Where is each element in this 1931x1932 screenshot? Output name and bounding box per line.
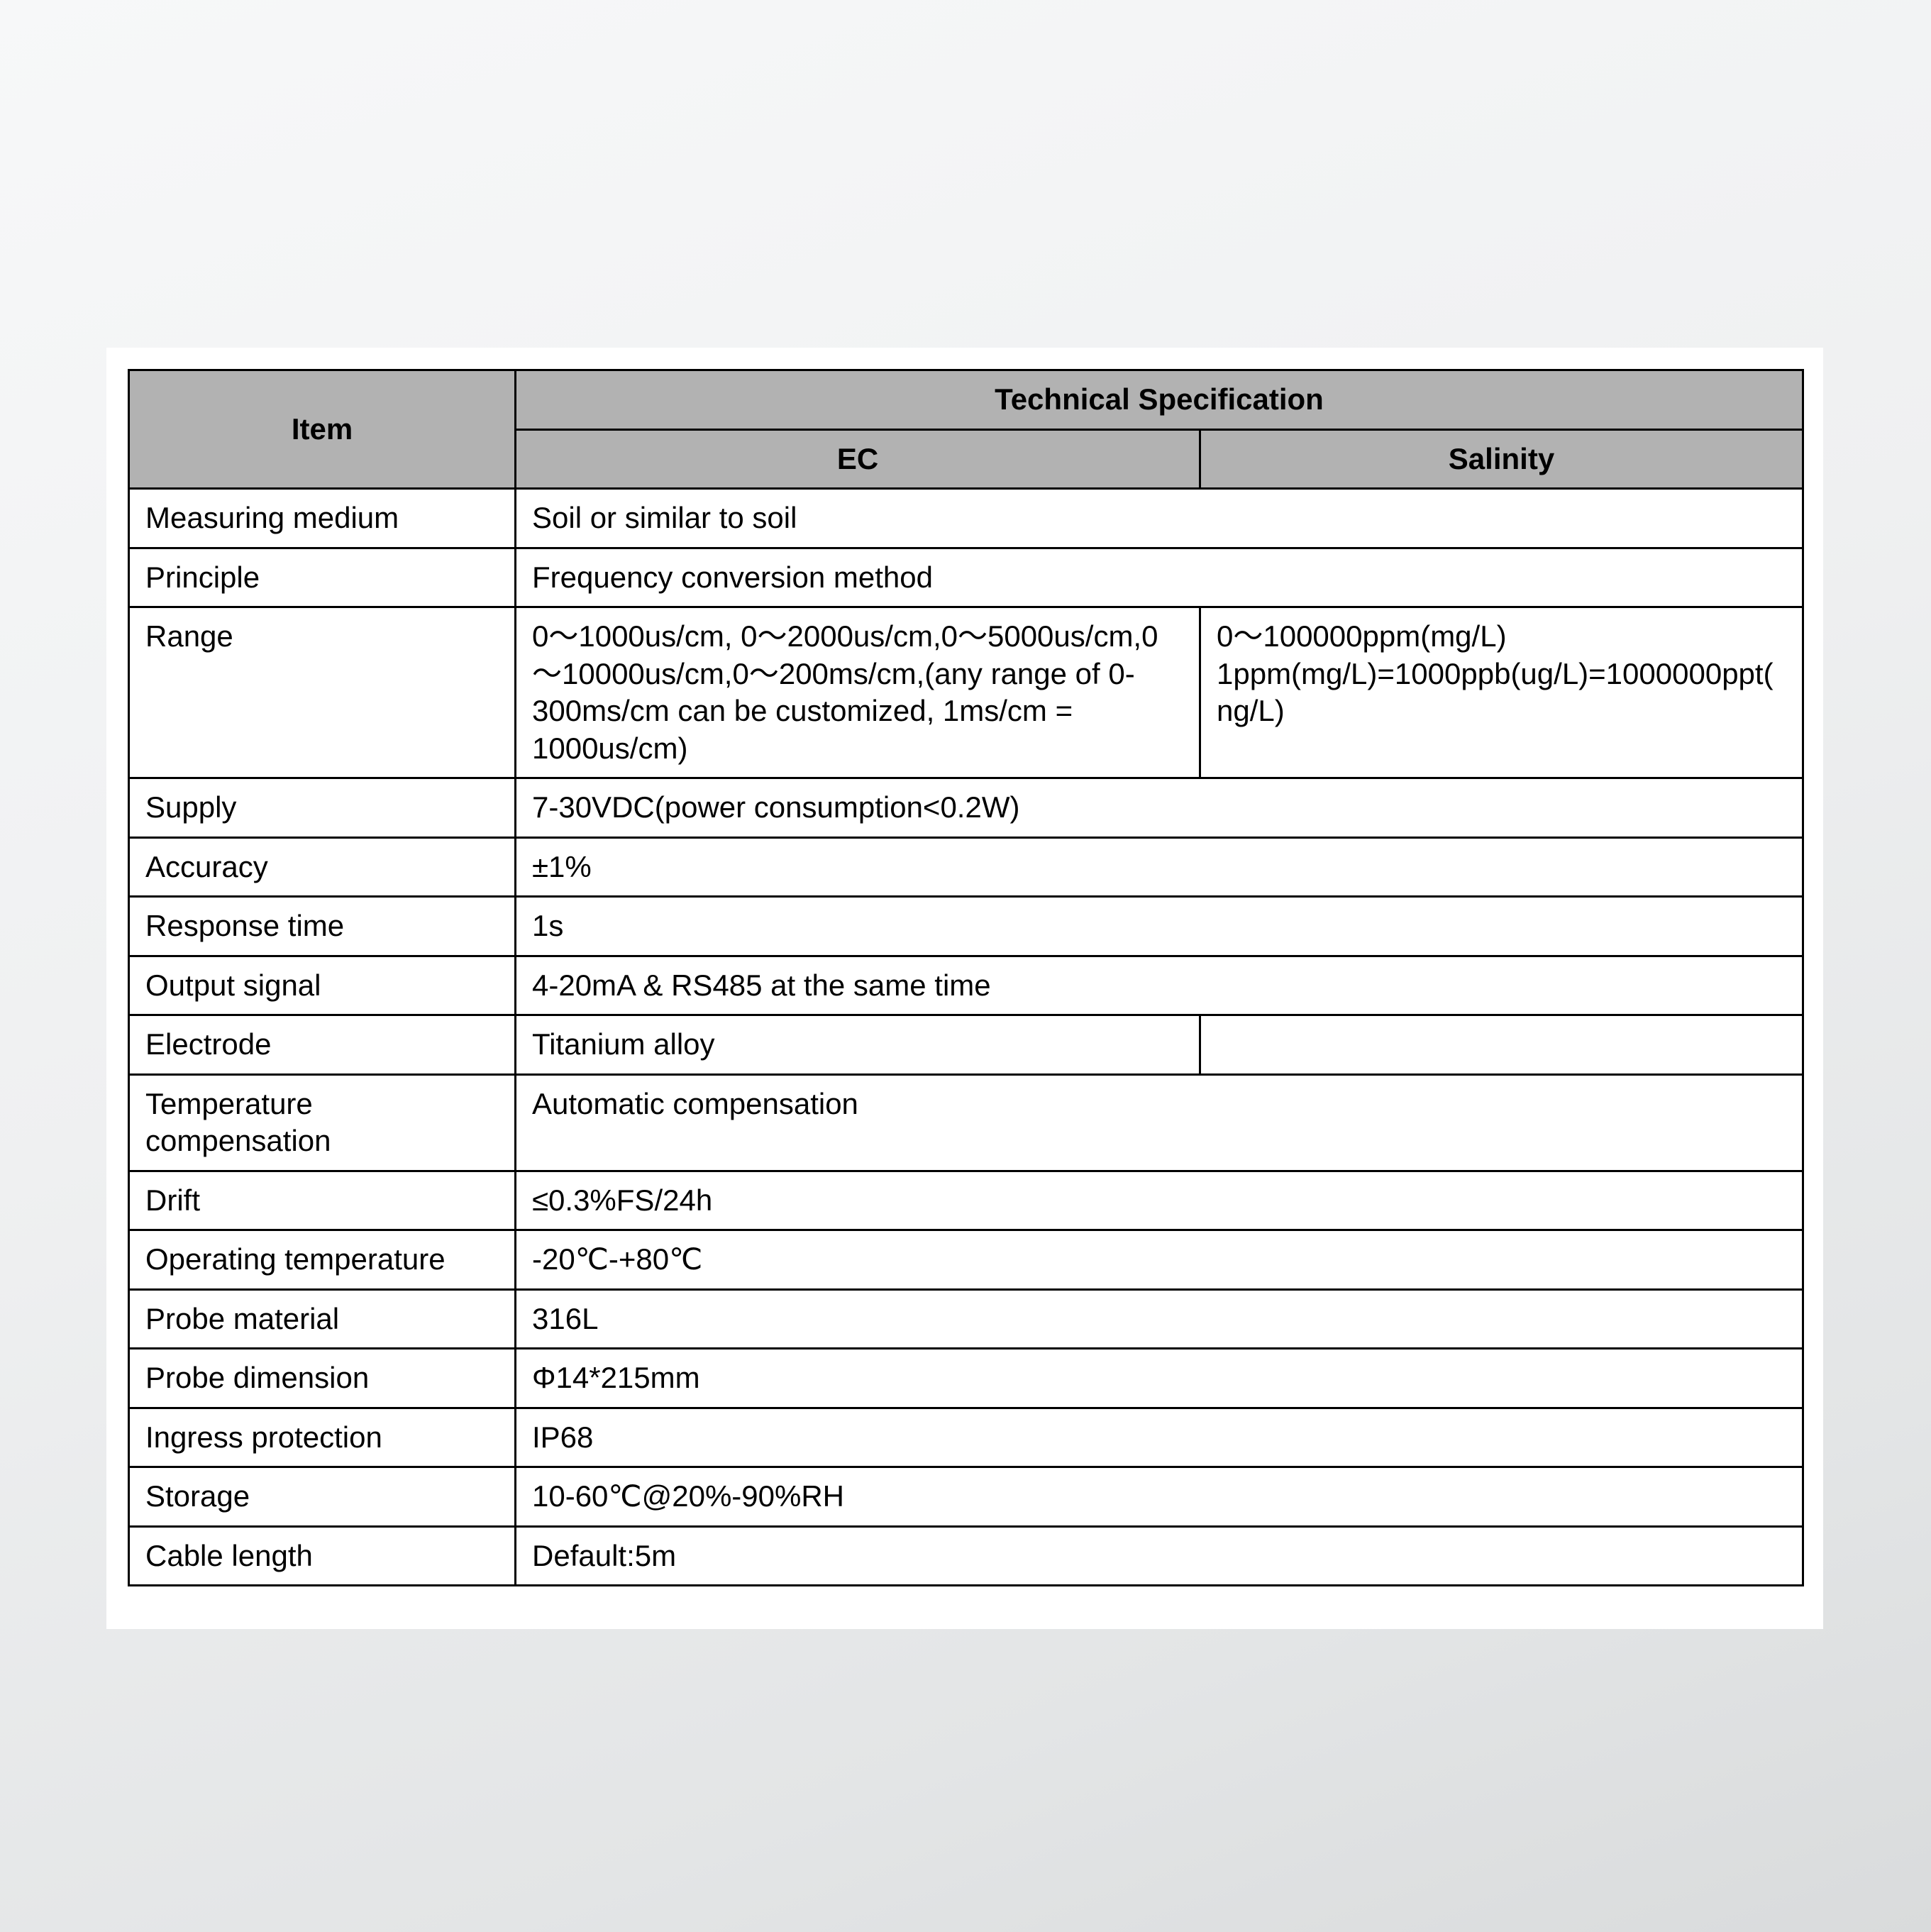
row-value: Soil or similar to soil <box>516 489 1803 548</box>
row-value: -20℃-+80℃ <box>516 1230 1803 1290</box>
table-row: Probe dimension Φ14*215mm <box>129 1349 1803 1408</box>
row-item: Range <box>129 607 516 778</box>
row-value: 316L <box>516 1289 1803 1349</box>
row-item: Electrode <box>129 1015 516 1075</box>
row-value: IP68 <box>516 1408 1803 1467</box>
row-item: Output signal <box>129 956 516 1015</box>
row-item: Probe material <box>129 1289 516 1349</box>
row-item: Operating temperature <box>129 1230 516 1290</box>
table-row: Cable length Default:5m <box>129 1526 1803 1586</box>
row-value: Frequency conversion method <box>516 548 1803 607</box>
row-value: Φ14*215mm <box>516 1349 1803 1408</box>
row-value: 1s <box>516 897 1803 956</box>
table-head: Item Technical Specification EC Salinity <box>129 370 1803 489</box>
row-item: Drift <box>129 1171 516 1230</box>
row-value: ≤0.3%FS/24h <box>516 1171 1803 1230</box>
row-value: Default:5m <box>516 1526 1803 1586</box>
table-row: Accuracy ±1% <box>129 837 1803 897</box>
row-value-salinity <box>1200 1015 1803 1075</box>
row-value: 4-20mA & RS485 at the same time <box>516 956 1803 1015</box>
row-item: Supply <box>129 778 516 838</box>
table-row: Ingress protection IP68 <box>129 1408 1803 1467</box>
header-row-1: Item Technical Specification <box>129 370 1803 430</box>
row-item: Accuracy <box>129 837 516 897</box>
table-body: Measuring medium Soil or similar to soil… <box>129 489 1803 1586</box>
row-item: Ingress protection <box>129 1408 516 1467</box>
table-row: Output signal 4-20mA & RS485 at the same… <box>129 956 1803 1015</box>
page: Item Technical Specification EC Salinity… <box>0 0 1931 1932</box>
table-row: Drift ≤0.3%FS/24h <box>129 1171 1803 1230</box>
row-item: Principle <box>129 548 516 607</box>
table-row: Measuring medium Soil or similar to soil <box>129 489 1803 548</box>
row-value: 10-60℃@20%-90%RH <box>516 1467 1803 1527</box>
row-item: Response time <box>129 897 516 956</box>
row-value: 7-30VDC(power consumption<0.2W) <box>516 778 1803 838</box>
header-salinity: Salinity <box>1200 429 1803 489</box>
row-value-salinity: 0～100000ppm(mg/L) 1ppm(mg/L)=1000ppb(ug/… <box>1200 607 1803 778</box>
row-value: ±1% <box>516 837 1803 897</box>
table-row: Supply 7-30VDC(power consumption<0.2W) <box>129 778 1803 838</box>
header-item: Item <box>129 370 516 489</box>
table-row: Temperature compensation Automatic compe… <box>129 1074 1803 1171</box>
row-item: Probe dimension <box>129 1349 516 1408</box>
table-row: Principle Frequency conversion method <box>129 548 1803 607</box>
table-row: Response time 1s <box>129 897 1803 956</box>
table-row: Probe material 316L <box>129 1289 1803 1349</box>
row-value-ec: 0～1000us/cm, 0～2000us/cm,0～5000us/cm,0～1… <box>516 607 1200 778</box>
row-item: Cable length <box>129 1526 516 1586</box>
spec-sheet: Item Technical Specification EC Salinity… <box>106 348 1823 1629</box>
table-row: Electrode Titanium alloy <box>129 1015 1803 1075</box>
spec-table: Item Technical Specification EC Salinity… <box>128 369 1804 1586</box>
table-row: Storage 10-60℃@20%-90%RH <box>129 1467 1803 1527</box>
row-value: Automatic compensation <box>516 1074 1803 1171</box>
table-row: Operating temperature -20℃-+80℃ <box>129 1230 1803 1290</box>
table-row: Range 0～1000us/cm, 0～2000us/cm,0～5000us/… <box>129 607 1803 778</box>
row-item: Temperature compensation <box>129 1074 516 1171</box>
header-techspec: Technical Specification <box>516 370 1803 430</box>
row-item: Measuring medium <box>129 489 516 548</box>
row-item: Storage <box>129 1467 516 1527</box>
row-value-ec: Titanium alloy <box>516 1015 1200 1075</box>
header-ec: EC <box>516 429 1200 489</box>
